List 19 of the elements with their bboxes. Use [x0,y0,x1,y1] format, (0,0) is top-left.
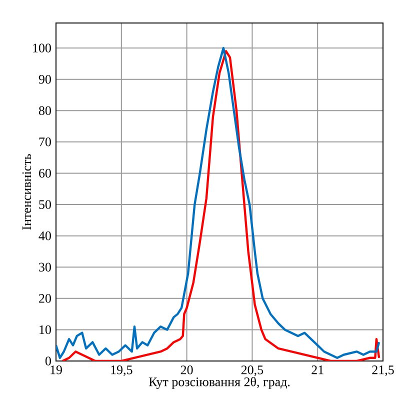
x-tick-label: 20,5 [241,366,264,376]
y-tick-label: 10 [40,325,51,334]
x-tick-label: 19,5 [111,366,132,376]
y-tick-label: 60 [39,168,51,178]
y-tick-label: 30 [39,262,51,272]
x-tick-label: 19 [50,366,62,374]
y-tick-label: 90 [38,74,51,84]
y-tick-label: 50 [39,200,51,209]
y-tick-label: 20 [39,294,51,303]
x-tick-label: 20 [180,366,193,374]
y-tick-label: 100 [33,44,51,52]
y-tick-label: 0 [45,356,51,366]
y-axis-title: Інтенсивність [22,154,32,230]
y-tick-label: 80 [38,106,51,116]
x-tick-label: 21 [312,366,324,374]
x-axis-title: Кут розсіювання 2θ, град. [148,377,290,389]
y-tick-label: 40 [38,231,51,240]
x-tick-label: 21,5 [372,366,394,376]
y-tick-label: 70 [39,138,51,146]
